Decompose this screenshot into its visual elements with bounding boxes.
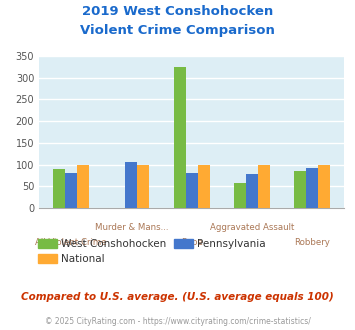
Bar — [258, 165, 270, 208]
Bar — [125, 162, 137, 208]
Bar — [186, 173, 198, 208]
Legend: West Conshohocken, National, Pennsylvania: West Conshohocken, National, Pennsylvani… — [34, 235, 270, 269]
Text: © 2025 CityRating.com - https://www.cityrating.com/crime-statistics/: © 2025 CityRating.com - https://www.city… — [45, 317, 310, 326]
Bar — [65, 173, 77, 208]
Bar — [306, 168, 318, 208]
Text: 2019 West Conshohocken: 2019 West Conshohocken — [82, 5, 273, 18]
Bar — [198, 165, 210, 208]
Bar — [53, 169, 65, 208]
Bar — [174, 67, 186, 208]
Text: Murder & Mans...: Murder & Mans... — [95, 223, 168, 232]
Text: Compared to U.S. average. (U.S. average equals 100): Compared to U.S. average. (U.S. average … — [21, 292, 334, 302]
Bar — [234, 183, 246, 208]
Bar — [318, 165, 331, 208]
Text: Violent Crime Comparison: Violent Crime Comparison — [80, 24, 275, 37]
Text: Robbery: Robbery — [294, 238, 330, 247]
Text: All Violent Crime: All Violent Crime — [35, 238, 107, 247]
Bar — [137, 165, 149, 208]
Text: Rape: Rape — [181, 238, 203, 247]
Bar — [246, 174, 258, 208]
Bar — [294, 171, 306, 208]
Bar — [77, 165, 89, 208]
Text: Aggravated Assault: Aggravated Assault — [210, 223, 294, 232]
